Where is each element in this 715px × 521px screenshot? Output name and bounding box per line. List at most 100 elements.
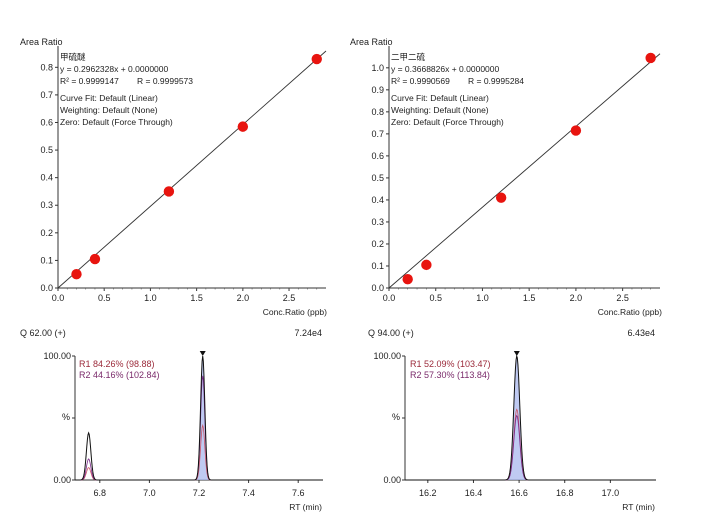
x-tick-label: 6.8 (94, 488, 107, 498)
x-tick-label: 7.0 (143, 488, 156, 498)
y-axis-title: Area Ratio (350, 37, 393, 47)
ion-ratio-r2: R2 57.30% (113.84) (410, 370, 490, 380)
x-tick-label: 2.5 (616, 293, 629, 303)
y-tick-label: 0.8 (371, 107, 384, 117)
regression-line (57, 50, 327, 289)
calibration-point (311, 53, 322, 65)
fit-equation: y = 0.2962328x + 0.0000000 (60, 64, 169, 74)
y-tick-label: 1.0 (371, 63, 384, 73)
y-tick-label: 0.1 (371, 261, 384, 271)
integrated-peak-area (507, 356, 527, 480)
x-tick-label: 2.0 (237, 293, 250, 303)
y-tick-top: 100.00 (43, 351, 71, 361)
y-tick-label: 0.3 (40, 200, 53, 210)
chromatogram-right: Q 94.00 (+) 6.43e4 RT (min) % 100.00 0.0… (368, 328, 656, 512)
y-tick-label: 0.2 (40, 228, 53, 238)
chromatogram-left: Q 62.00 (+) 7.24e4 RT (min) % 100.00 0.0… (20, 328, 323, 512)
peak-apex-marker (513, 351, 520, 356)
integrated-peak-area (195, 356, 210, 480)
y-tick-label: 0.4 (371, 195, 384, 205)
x-tick-label: 1.5 (190, 293, 203, 303)
zero-label: Zero: Default (Force Through) (391, 117, 504, 127)
x-tick-label: 1.0 (476, 293, 489, 303)
trace-r2 (405, 408, 656, 481)
r-squared: R² = 0.9999147 (60, 76, 119, 86)
y-tick-bottom: 0.00 (383, 475, 401, 485)
intensity-label: 6.43e4 (627, 328, 655, 338)
fit-equation: y = 0.3668826x + 0.0000000 (391, 64, 500, 74)
ion-ratio-r1: R1 52.09% (103.47) (410, 359, 491, 369)
ion-ratio-r2: R2 44.16% (102.84) (79, 370, 160, 380)
x-tick-label: 16.6 (510, 488, 528, 498)
ion-ratio-r1: R1 84.26% (98.88) (79, 359, 155, 369)
x-tick-label: 16.2 (419, 488, 437, 498)
x-axis-title: RT (min) (289, 502, 322, 512)
x-tick-label: 2.5 (283, 293, 296, 303)
x-tick-label: 16.4 (465, 488, 483, 498)
ion-channel-label: Q 94.00 (+) (368, 328, 414, 338)
r-squared: R² = 0.9990569 (391, 76, 450, 86)
peak-apex-marker (199, 351, 206, 356)
compound-name: 二甲二硫 (391, 52, 426, 62)
y-tick-label: 0.6 (40, 117, 53, 127)
trace-q (75, 355, 323, 481)
calibration-chart-left: Area Ratio Conc.Ratio (ppb) 甲硫醚 y = 0.29… (20, 37, 327, 317)
calibration-point (163, 186, 175, 197)
y-axis-title: Area Ratio (20, 37, 63, 47)
x-tick-label: 16.8 (556, 488, 574, 498)
x-tick-label: 17.0 (602, 488, 620, 498)
r-value: R = 0.9995284 (468, 76, 524, 86)
x-tick-label: 0.0 (52, 293, 65, 303)
x-tick-label: 0.0 (383, 293, 396, 303)
y-tick-label: 0.4 (40, 173, 53, 183)
x-tick-label: 1.5 (523, 293, 536, 303)
regression-line (388, 53, 661, 289)
calibration-point (421, 259, 432, 271)
x-tick-label: 1.0 (144, 293, 157, 303)
y-tick-label: 0.0 (40, 283, 53, 293)
x-tick-label: 2.0 (570, 293, 583, 303)
y-tick-label: 0.8 (40, 62, 53, 72)
calibration-chart-right: Area Ratio Conc.Ratio (ppb) 二甲二硫 y = 0.3… (350, 37, 662, 317)
calibration-point (495, 192, 507, 203)
intensity-label: 7.24e4 (294, 328, 322, 338)
y-tick-label: 0.2 (371, 239, 384, 249)
x-tick-label: 7.4 (242, 488, 255, 498)
x-axis-title: Conc.Ratio (ppb) (263, 307, 327, 317)
y-axis-title: % (62, 412, 70, 422)
curve-fit-label: Curve Fit: Default (Linear) (60, 93, 158, 103)
y-tick-label: 0.7 (371, 129, 384, 139)
calibration-point (570, 125, 582, 136)
y-axis-title: % (392, 412, 400, 422)
calibration-point (237, 121, 249, 132)
y-tick-label: 0.5 (371, 173, 384, 183)
zero-label: Zero: Default (Force Through) (60, 117, 173, 127)
y-tick-bottom: 0.00 (53, 475, 71, 485)
curve-fit-label: Curve Fit: Default (Linear) (391, 93, 489, 103)
x-tick-label: 7.2 (193, 488, 206, 498)
trace-r1 (405, 414, 656, 481)
x-axis-title: RT (min) (622, 502, 655, 512)
y-tick-label: 0.9 (371, 85, 384, 95)
x-tick-label: 7.6 (292, 488, 305, 498)
y-tick-label: 0.5 (40, 145, 53, 155)
y-tick-label: 0.0 (371, 283, 384, 293)
x-tick-label: 0.5 (429, 293, 442, 303)
calibration-point (645, 52, 656, 64)
weighting-label: Weighting: Default (None) (391, 105, 489, 115)
y-tick-label: 0.1 (40, 255, 53, 265)
x-axis-title: Conc.Ratio (ppb) (598, 307, 662, 317)
compound-name: 甲硫醚 (60, 52, 86, 62)
r-value: R = 0.9999573 (137, 76, 193, 86)
x-tick-label: 0.5 (98, 293, 111, 303)
weighting-label: Weighting: Default (None) (60, 105, 158, 115)
calibration-point (402, 273, 413, 285)
y-tick-label: 0.7 (40, 90, 53, 100)
y-tick-label: 0.3 (371, 217, 384, 227)
ion-channel-label: Q 62.00 (+) (20, 328, 66, 338)
y-tick-top: 100.00 (373, 351, 401, 361)
calibration-point (89, 253, 101, 265)
trace-q (405, 354, 656, 481)
y-tick-label: 0.6 (371, 151, 384, 161)
